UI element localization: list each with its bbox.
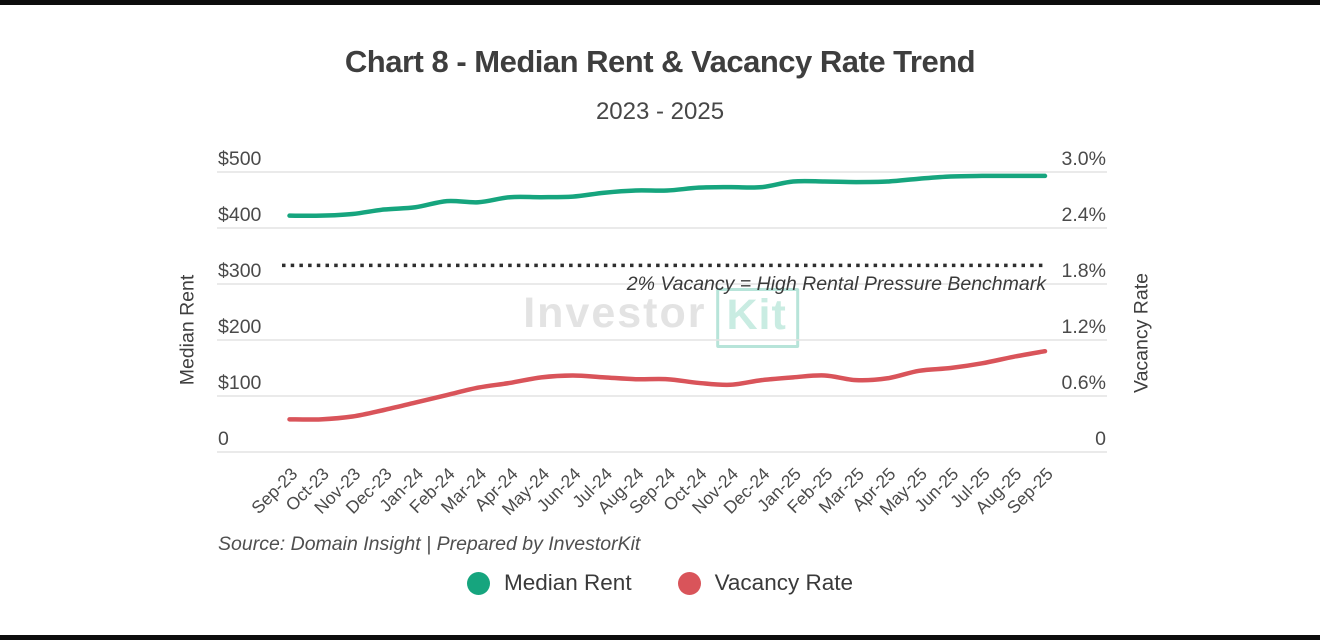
legend-item-median-rent[interactable]: Median Rent bbox=[467, 570, 632, 596]
legend-label: Median Rent bbox=[504, 570, 632, 595]
right-axis-tick-label: 3.0% bbox=[1062, 148, 1106, 170]
right-axis-title: Vacancy Rate bbox=[1130, 273, 1153, 393]
left-axis-tick-label: $100 bbox=[218, 372, 262, 394]
left-axis-tick-label: $400 bbox=[218, 204, 262, 226]
left-axis-title: Median Rent bbox=[176, 274, 199, 386]
left-axis-tick-label: $200 bbox=[218, 316, 262, 338]
screenshot-top-border bbox=[0, 0, 1320, 5]
chart-title: Chart 8 - Median Rent & Vacancy Rate Tre… bbox=[344, 44, 976, 79]
right-axis-tick-label: 0 bbox=[1095, 428, 1106, 450]
right-axis-tick-label: 0.6% bbox=[1062, 372, 1106, 394]
legend-item-vacancy-rate[interactable]: Vacancy Rate bbox=[677, 570, 853, 596]
chart-subtitle: 2023 - 2025 bbox=[595, 98, 725, 125]
source-note: Source: Domain Insight | Prepared by Inv… bbox=[218, 533, 641, 555]
vacancy-rate-line[interactable] bbox=[287, 348, 1048, 422]
left-axis-tick-label: $500 bbox=[218, 148, 262, 170]
right-axis-tick-label: 1.8% bbox=[1062, 260, 1106, 282]
benchmark-annotation: 2% Vacancy = High Rental Pressure Benchm… bbox=[626, 273, 1048, 295]
right-axis-tick-label: 2.4% bbox=[1062, 204, 1106, 226]
left-axis-tick-label: 0 bbox=[218, 428, 229, 450]
screenshot-bottom-border bbox=[0, 635, 1320, 640]
median-rent-line[interactable] bbox=[287, 173, 1048, 219]
median-rent-swatch-icon bbox=[467, 571, 490, 595]
chart-legend: Median Rent Vacancy Rate bbox=[0, 570, 1320, 596]
right-axis-tick-label: 1.2% bbox=[1062, 316, 1106, 338]
vacancy-rate-swatch-icon bbox=[677, 571, 701, 595]
legend-label: Vacancy Rate bbox=[714, 570, 853, 595]
left-axis-tick-label: $300 bbox=[218, 260, 262, 282]
